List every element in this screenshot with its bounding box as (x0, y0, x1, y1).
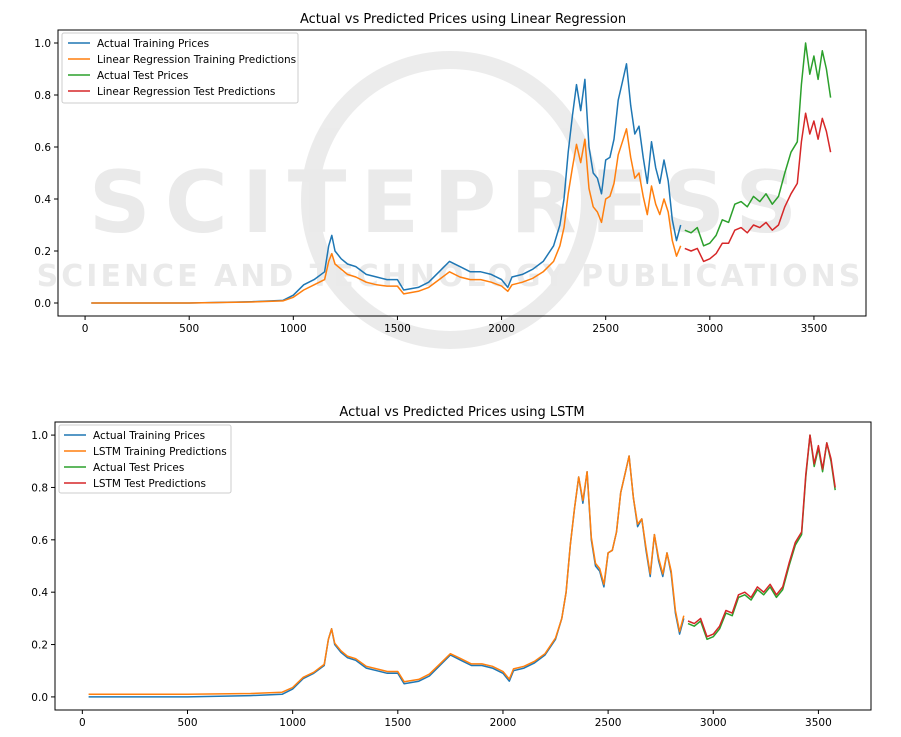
y-tick-label: 1.0 (34, 38, 51, 50)
x-tick-label: 3000 (700, 717, 727, 729)
y-tick-label: 0.8 (31, 482, 48, 494)
watermark-main: SCITEPRESS (89, 153, 811, 253)
legend-label: Actual Training Prices (93, 430, 205, 442)
chart-linear-regression: Actual vs Predicted Prices using Linear … (34, 12, 867, 335)
series-line-2 (684, 42, 832, 247)
plot-frame (57, 29, 867, 317)
watermark-sub: SCIENCE AND TECHNOLOGY PUBLICATIONS (37, 259, 864, 294)
series-line-3 (684, 112, 832, 263)
y-tick-label: 0.6 (31, 535, 48, 547)
legend-label: Linear Regression Training Predictions (97, 54, 296, 66)
legend: Actual Training Prices LSTM Training Pre… (58, 424, 232, 494)
y-tick-label: 1.0 (31, 430, 48, 442)
legend-label: Actual Test Prices (97, 70, 188, 82)
axis-ticks: 0 500 1000 1500 2000 2500 3000 3500 0.0 0.2 0.4 0.6… (34, 38, 827, 335)
legend-label: Linear Regression Test Predictions (97, 86, 275, 98)
x-tick-label: 500 (177, 717, 197, 729)
series-line-3 (687, 434, 836, 638)
y-tick-label: 0.0 (31, 692, 48, 704)
x-tick-label: 1500 (384, 323, 411, 335)
y-tick-label: 0.0 (34, 298, 51, 310)
x-tick-label: 1500 (384, 717, 411, 729)
legend-label: Actual Training Prices (97, 38, 209, 50)
x-tick-label: 0 (82, 323, 89, 335)
plot-frame (54, 421, 872, 711)
chart-title: Actual vs Predicted Prices using LSTM (339, 405, 584, 420)
x-tick-label: 3500 (801, 323, 828, 335)
x-tick-label: 2500 (595, 717, 622, 729)
x-tick-label: 3500 (805, 717, 832, 729)
y-tick-label: 0.2 (34, 246, 51, 258)
y-tick-label: 0.6 (34, 142, 51, 154)
x-tick-label: 3000 (696, 323, 723, 335)
watermark: SCITEPRESS SCIENCE AND TECHNOLOGY PUBLIC… (37, 51, 864, 349)
x-tick-label: 0 (79, 717, 86, 729)
y-tick-label: 0.8 (34, 90, 51, 102)
x-tick-label: 2000 (490, 717, 517, 729)
legend-label: LSTM Test Predictions (93, 478, 206, 490)
y-tick-label: 0.2 (31, 640, 48, 652)
y-tick-label: 0.4 (34, 194, 51, 206)
axis-ticks: 0 500 1000 1500 2000 2500 3000 3500 0.0 0.2 0.4 0.6… (31, 430, 831, 729)
x-tick-label: 500 (179, 323, 199, 335)
legend-label: Actual Test Prices (93, 462, 184, 474)
legend-label: LSTM Training Predictions (93, 446, 227, 458)
y-tick-label: 0.4 (31, 587, 48, 599)
x-tick-label: 1000 (279, 717, 306, 729)
chart-title: Actual vs Predicted Prices using Linear … (300, 12, 626, 27)
series-line-1 (91, 128, 682, 304)
x-tick-label: 1000 (280, 323, 307, 335)
x-tick-label: 2000 (488, 323, 515, 335)
x-tick-label: 2500 (592, 323, 619, 335)
chart-lstm: Actual vs Predicted Prices using LSTM 0 5… (31, 405, 872, 729)
series-line-0 (91, 63, 682, 304)
series-line-0 (88, 455, 685, 698)
series-line-1 (88, 455, 685, 696)
legend: Actual Training Prices Linear Regression… (61, 32, 299, 104)
series-lines (88, 434, 836, 698)
series-lines (91, 42, 832, 304)
